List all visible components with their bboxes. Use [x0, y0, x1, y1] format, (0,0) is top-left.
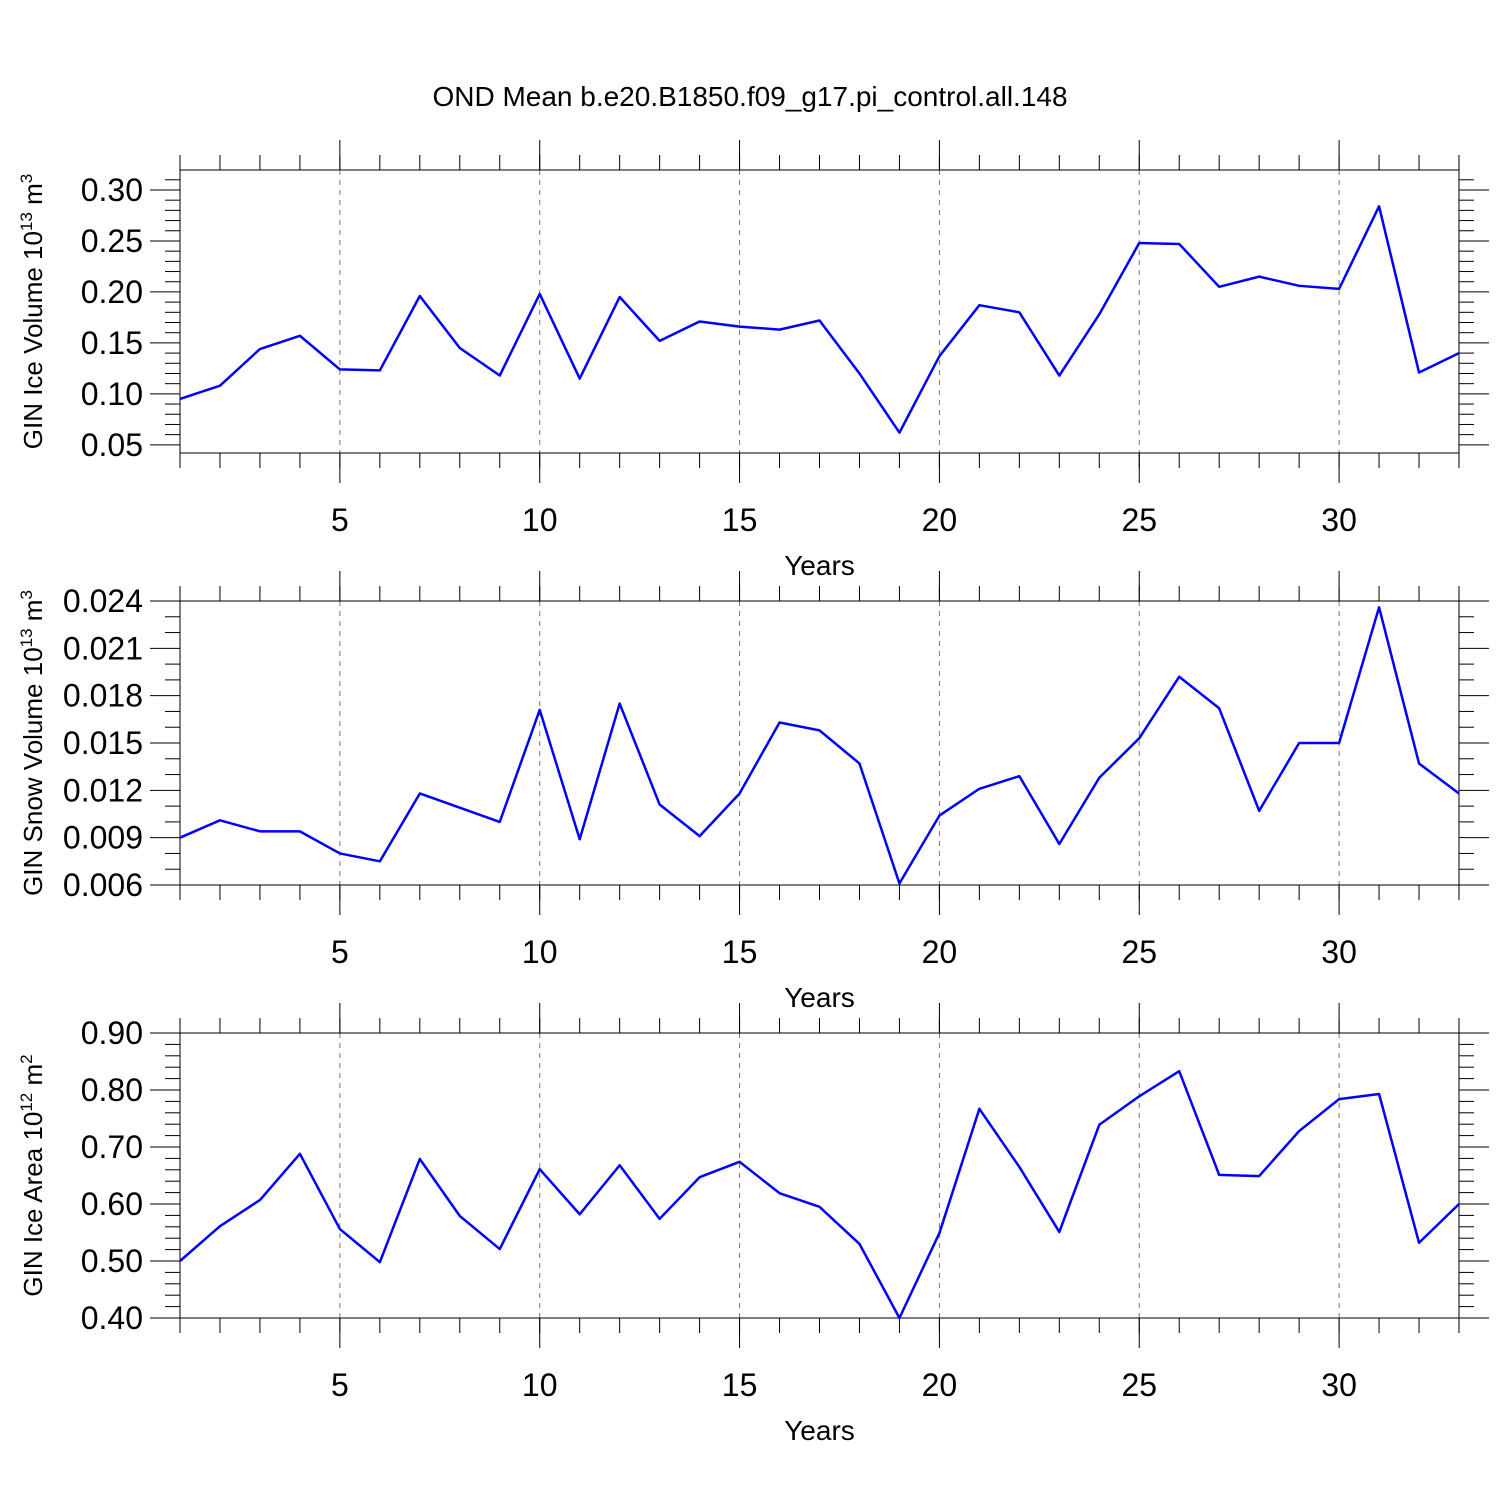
y-tick-label: 0.80: [81, 1072, 143, 1108]
x-tick-label: 5: [331, 1367, 349, 1403]
y-tick-label: 0.024: [63, 583, 143, 619]
y-tick-label: 0.50: [81, 1243, 143, 1279]
x-tick-label: 10: [522, 1367, 558, 1403]
plot-frame: [179, 1032, 1460, 1319]
y-axis-label: GIN Ice Area 1012 m2: [17, 1054, 48, 1296]
x-tick-label: 15: [722, 1367, 758, 1403]
y-tick-label: 0.15: [81, 325, 143, 361]
y-tick-label: 0.25: [81, 223, 143, 259]
y-axis-label-part: GIN Ice Area 10: [18, 1112, 48, 1297]
data-line: [179, 205, 1460, 434]
y-axis-label-superscript: 13: [17, 628, 36, 647]
y-tick-label: 0.05: [81, 427, 143, 463]
y-tick-label: 0.006: [63, 867, 143, 903]
y-tick-label: 0.10: [81, 376, 143, 412]
y-tick-label: 0.20: [81, 274, 143, 310]
y-axis-label-part: GIN Ice Volume 10: [18, 231, 48, 449]
figure-title: OND Mean b.e20.B1850.f09_g17.pi_control.…: [432, 81, 1067, 112]
y-tick-label: 0.90: [81, 1015, 143, 1051]
y-tick-label: 0.70: [81, 1129, 143, 1165]
y-axis-label-superscript: 13: [17, 212, 36, 231]
x-tick-label: 20: [922, 1367, 958, 1403]
y-axis-label-superscript: 3: [17, 590, 36, 599]
x-tick-label: 25: [1121, 1367, 1157, 1403]
data-line: [179, 1069, 1460, 1320]
x-tick-label: 20: [922, 502, 958, 538]
x-tick-label: 10: [522, 934, 558, 970]
x-tick-label: 10: [522, 502, 558, 538]
x-tick-label: 25: [1121, 934, 1157, 970]
x-tick-label: 20: [922, 934, 958, 970]
x-tick-label: 5: [331, 502, 349, 538]
x-tick-label: 15: [722, 502, 758, 538]
x-axis-label: Years: [784, 982, 855, 1013]
y-axis-label-part: m: [18, 600, 48, 629]
x-axis-label: Years: [784, 1415, 855, 1446]
y-tick-label: 0.015: [63, 725, 143, 761]
y-axis-label-part: m: [18, 1064, 48, 1093]
plot-frame: [179, 600, 1460, 886]
plot-frame: [179, 169, 1460, 454]
x-tick-label: 15: [722, 934, 758, 970]
x-axis-label: Years: [784, 550, 855, 581]
y-tick-label: 0.021: [63, 630, 143, 666]
x-tick-label: 25: [1121, 502, 1157, 538]
y-tick-label: 0.009: [63, 820, 143, 856]
y-axis-label-superscript: 12: [17, 1093, 36, 1112]
x-tick-label: 30: [1321, 502, 1357, 538]
y-tick-label: 0.60: [81, 1186, 143, 1222]
y-axis-label-part: m: [18, 183, 48, 212]
y-axis-label-superscript: 2: [17, 1054, 36, 1063]
x-tick-label: 30: [1321, 934, 1357, 970]
y-axis-label: GIN Snow Volume 1013 m3: [17, 590, 48, 896]
y-axis-label-part: GIN Snow Volume 10: [18, 647, 48, 896]
x-tick-label: 5: [331, 934, 349, 970]
data-line: [179, 606, 1460, 885]
x-tick-label: 30: [1321, 1367, 1357, 1403]
y-tick-label: 0.40: [81, 1300, 143, 1336]
y-axis-label-superscript: 3: [17, 174, 36, 183]
y-tick-label: 0.018: [63, 678, 143, 714]
y-axis-label: GIN Ice Volume 1013 m3: [17, 174, 48, 450]
y-tick-label: 0.30: [81, 172, 143, 208]
y-tick-label: 0.012: [63, 772, 143, 808]
